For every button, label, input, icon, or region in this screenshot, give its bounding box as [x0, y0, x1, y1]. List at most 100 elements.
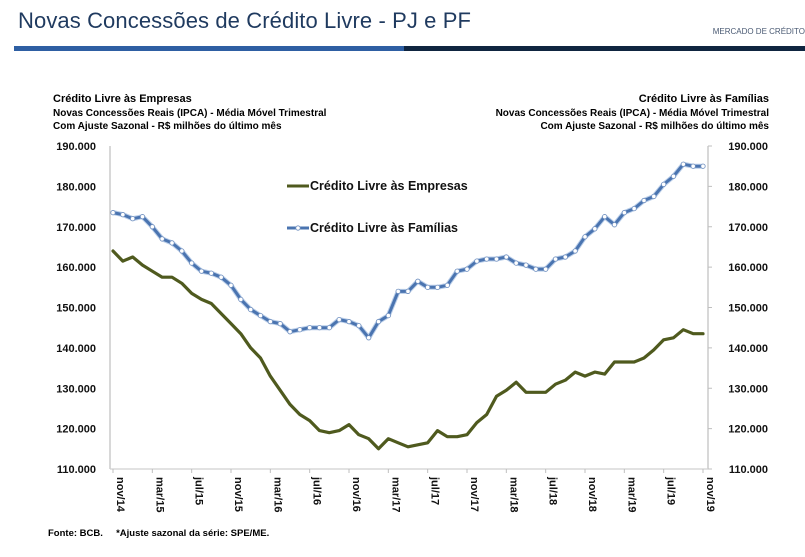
- left-axis-title: Crédito Livre às Empresas: [53, 93, 192, 105]
- x-tick-label: mar/18: [507, 477, 519, 512]
- x-tick-label: nov/14: [114, 477, 126, 513]
- left-axis-subtitle-2: Com Ajuste Sazonal - R$ milhões do últim…: [53, 121, 282, 132]
- axes: [109, 146, 709, 470]
- data-point-families: [179, 248, 185, 254]
- data-point-families: [159, 236, 165, 242]
- data-point-families: [543, 266, 549, 272]
- data-point-families: [326, 325, 332, 331]
- data-point-families: [582, 234, 588, 240]
- legend-marker-families: [295, 225, 301, 231]
- data-point-families: [493, 256, 500, 262]
- right-axis-subtitle-2: Com Ajuste Sazonal - R$ milhões do últim…: [540, 121, 769, 132]
- data-point-families: [277, 321, 283, 327]
- data-point-families: [208, 270, 214, 276]
- y-axis-right-ticks: 110.000 120.000 130.000 140.000 150.000 160.0…: [708, 141, 768, 476]
- data-point-families: [474, 258, 480, 264]
- x-tick-label: mar/15: [153, 477, 165, 512]
- data-point-families: [248, 306, 254, 313]
- x-tick-label: nov/18: [586, 477, 598, 512]
- data-point-families: [238, 296, 244, 303]
- data-point-families: [533, 266, 539, 272]
- legend-label-companies: Crédito Livre às Empresas: [310, 179, 468, 193]
- data-point-families: [641, 197, 647, 204]
- header-divider-primary: [14, 46, 404, 51]
- data-point-families: [366, 335, 372, 341]
- data-point-families: [464, 266, 470, 272]
- y-tick-label-right: 140.000: [728, 343, 768, 355]
- y-tick-label-right: 160.000: [728, 262, 768, 274]
- data-point-families: [189, 260, 195, 266]
- data-point-families: [444, 282, 450, 288]
- x-tick-label: mar/19: [625, 477, 637, 512]
- x-tick-label: nov/15: [232, 477, 244, 512]
- data-point-families: [356, 323, 362, 329]
- y-tick-label-left: 110.000: [57, 464, 96, 476]
- x-tick-label: jul/18: [547, 476, 559, 505]
- data-point-families: [700, 163, 706, 169]
- page-title: Novas Concessões de Crédito Livre - PJ e…: [18, 8, 472, 33]
- right-axis-header: Crédito Livre às Famílias Novas Concessõ…: [496, 93, 769, 134]
- y-tick-label-left: 140.000: [56, 343, 96, 355]
- x-tick-label: mar/17: [389, 477, 401, 512]
- data-point-families: [611, 222, 618, 228]
- data-point-families: [130, 216, 136, 222]
- data-point-families: [257, 312, 264, 319]
- x-tick-label: nov/19: [704, 477, 716, 512]
- y-tick-label-right: 120.000: [728, 424, 768, 436]
- y-tick-label-left: 150.000: [56, 303, 96, 315]
- data-point-families: [169, 240, 175, 246]
- data-point-families: [661, 181, 667, 187]
- x-tick-label: jul/15: [193, 476, 205, 505]
- y-tick-label-right: 130.000: [728, 383, 768, 395]
- y-tick-label-left: 160.000: [56, 262, 96, 274]
- data-point-families: [631, 205, 637, 212]
- data-point-families: [346, 319, 352, 325]
- data-point-families: [307, 325, 313, 331]
- data-point-families: [385, 312, 391, 319]
- source-note: Fonte: BCB. *Ajuste sazonal da série: SP…: [48, 528, 269, 539]
- x-tick-label: jul/19: [665, 476, 677, 505]
- data-point-families: [425, 284, 431, 290]
- data-point-families: [503, 254, 509, 260]
- data-point-families: [149, 224, 155, 230]
- y-tick-label-left: 170.000: [56, 222, 96, 234]
- x-axis-ticks: nov/14 mar/15 jul/15 nov/15 mar/16 jul/16 nov/…: [112, 469, 716, 513]
- series-group: [110, 161, 706, 451]
- y-tick-label-left: 130.000: [56, 383, 96, 395]
- data-point-families: [120, 212, 126, 218]
- data-point-families: [651, 193, 657, 200]
- data-point-families: [454, 268, 460, 274]
- data-point-families: [602, 214, 608, 220]
- y-tick-label-right: 180.000: [728, 181, 768, 193]
- data-point-families: [680, 161, 686, 167]
- data-point-families: [621, 210, 627, 216]
- y-tick-label-right: 170.000: [728, 222, 768, 234]
- data-point-families: [228, 282, 234, 288]
- y-tick-label-right: 150.000: [728, 303, 768, 315]
- seasonal-adjustment-note: *Ajuste sazonal da série: SPE/ME.: [116, 528, 270, 539]
- x-tick-label: mar/16: [271, 477, 283, 512]
- data-point-families: [513, 260, 519, 266]
- data-point-families: [562, 254, 568, 260]
- source-label: Fonte: BCB.: [48, 528, 103, 539]
- data-point-families: [552, 256, 559, 262]
- header-divider-secondary: [404, 46, 805, 51]
- x-tick-label: jul/17: [429, 476, 441, 505]
- right-axis-subtitle-1: Novas Concessões Reais (IPCA) - Média Mó…: [495, 107, 769, 119]
- data-point-families: [434, 284, 441, 290]
- x-tick-label: nov/17: [468, 477, 480, 512]
- data-point-families: [395, 288, 401, 294]
- y-tick-label-left: 120.000: [56, 424, 96, 436]
- data-point-families: [218, 274, 224, 280]
- data-point-families: [523, 262, 529, 268]
- data-point-families: [110, 210, 116, 216]
- data-point-families: [415, 278, 421, 284]
- data-point-families: [287, 329, 293, 335]
- x-tick-label: nov/16: [350, 477, 362, 512]
- data-point-families: [690, 163, 696, 169]
- data-point-families: [316, 325, 323, 331]
- right-axis-title: Crédito Livre às Famílias: [638, 93, 769, 105]
- data-point-families: [670, 173, 677, 179]
- y-tick-label-right: 190.000: [728, 141, 768, 153]
